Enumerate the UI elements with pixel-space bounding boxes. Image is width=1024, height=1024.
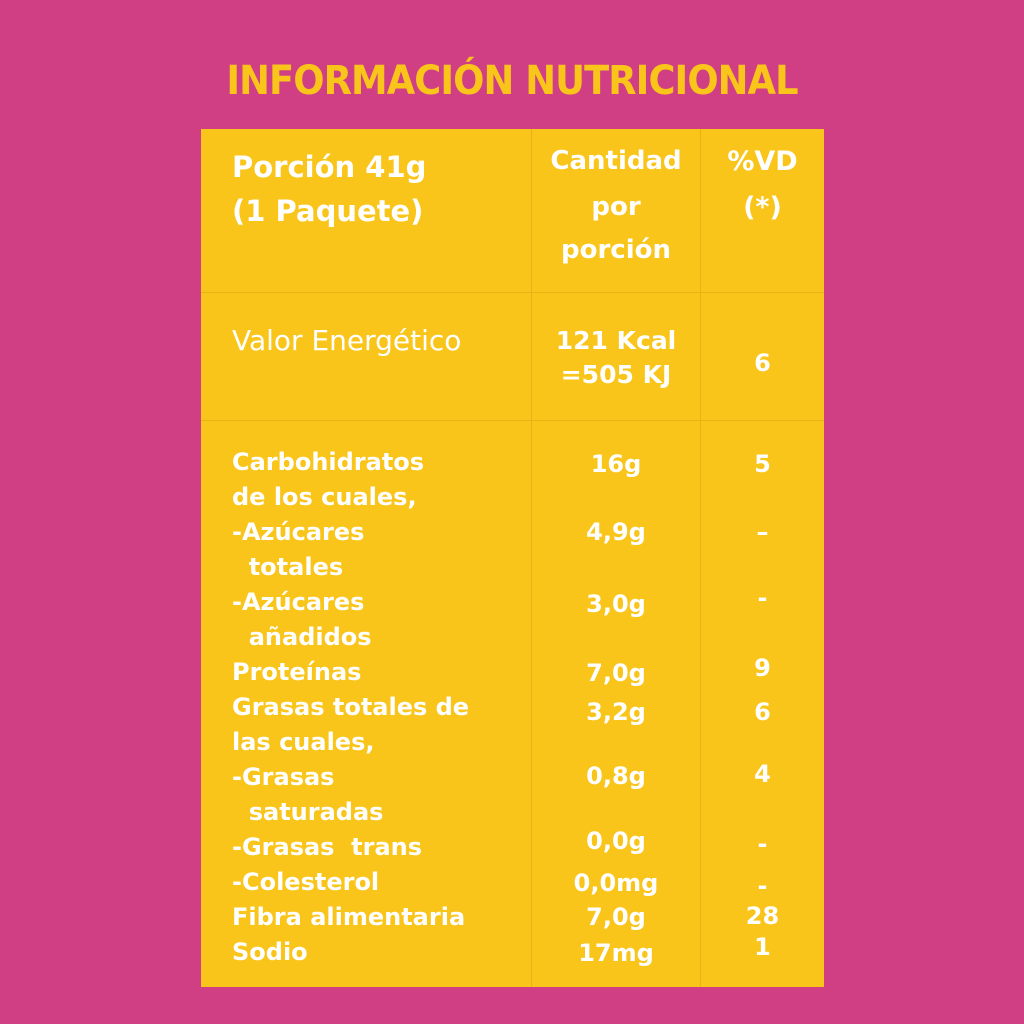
- nutrient-vd: 1: [754, 933, 771, 961]
- nutrient-amount: 0,8g: [586, 762, 646, 790]
- nutrient-label: de los cuales,: [232, 483, 417, 511]
- nutrient-label: añadidos: [232, 623, 372, 651]
- nutrient-label: -Azúcares: [232, 588, 365, 616]
- nutrient-label: las cuales,: [232, 728, 375, 756]
- nutrient-amount: 0,0g: [586, 827, 646, 855]
- nutrient-label: Sodio: [232, 938, 308, 966]
- amount-header: por: [591, 192, 641, 222]
- nutrient-vd: 28: [745, 902, 780, 930]
- nutrient-amount: 7,0g: [586, 659, 646, 687]
- nutrient-vd: -: [757, 584, 768, 612]
- row-divider: [201, 420, 824, 421]
- nutrient-label: -Colesterol: [232, 868, 380, 896]
- nutrient-label: totales: [232, 553, 344, 581]
- nutrient-vd: 9: [754, 654, 771, 682]
- nutrient-label: Proteínas: [232, 658, 362, 686]
- energy-label: Valor Energético: [232, 324, 462, 357]
- row-divider: [201, 292, 824, 293]
- amount-header: Cantidad: [550, 146, 682, 176]
- nutrient-label: Carbohidratos: [232, 448, 425, 476]
- nutrient-label: -Grasas trans: [232, 833, 423, 861]
- column-divider: [700, 129, 701, 987]
- nutrient-vd: -: [757, 872, 768, 900]
- nutrient-label: Grasas totales de: [232, 693, 470, 721]
- nutrient-amount: 17mg: [578, 939, 654, 967]
- amount-header: porción: [561, 235, 671, 265]
- nutrient-amount: 7,0g: [586, 903, 646, 931]
- nutrient-amount: 3,0g: [586, 590, 646, 618]
- nutrient-vd: 6: [754, 698, 771, 726]
- nutrient-amount: 0,0mg: [573, 869, 659, 897]
- nutrient-label: -Azúcares: [232, 518, 365, 546]
- nutrient-amount: 16g: [590, 450, 642, 478]
- nutrient-vd: -: [757, 830, 768, 858]
- energy-kcal: 121 Kcal: [555, 326, 677, 355]
- vd-header: (*): [743, 192, 782, 223]
- nutrient-label: -Grasas: [232, 763, 335, 791]
- nutrient-label: saturadas: [232, 798, 384, 826]
- nutrient-amount: 3,2g: [586, 698, 646, 726]
- page-title: INFORMACIÓN NUTRICIONAL: [226, 58, 798, 104]
- nutrient-vd: 5: [754, 450, 771, 478]
- nutrient-label: Fibra alimentaria: [232, 903, 466, 931]
- portion-size: Porción 41g: [232, 150, 427, 184]
- nutrient-vd: 4: [754, 760, 771, 788]
- portion-package: (1 Paquete): [232, 194, 424, 228]
- nutrition-table: Porción 41g (1 Paquete) Cantidad por por…: [201, 129, 824, 987]
- nutrient-vd: –: [756, 518, 769, 546]
- energy-vd: 6: [754, 349, 771, 377]
- energy-kj: =505 KJ: [560, 360, 672, 389]
- column-divider: [531, 129, 532, 987]
- vd-header: %VD: [727, 146, 798, 177]
- nutrient-amount: 4,9g: [586, 518, 646, 546]
